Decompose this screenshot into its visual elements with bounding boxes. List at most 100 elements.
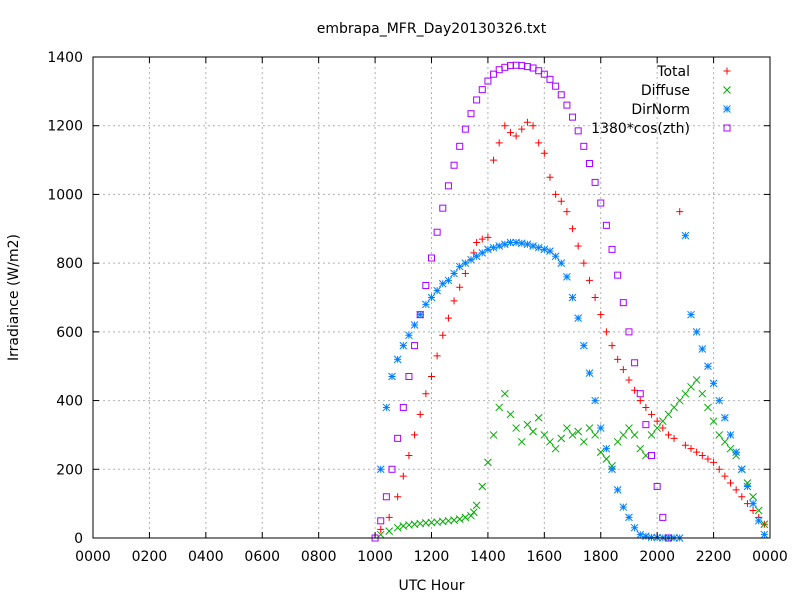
data-point [608, 342, 616, 350]
x-tick-label: 0400 [188, 549, 224, 565]
data-point [653, 417, 661, 425]
data-point [393, 355, 402, 364]
data-point [591, 178, 599, 186]
data-point [518, 62, 526, 70]
data-point [585, 369, 594, 377]
data-point [405, 331, 413, 340]
data-point [438, 279, 447, 288]
data-point [433, 286, 441, 295]
legend-label: Diffuse [641, 83, 690, 99]
data-point [469, 508, 478, 517]
data-point [385, 527, 394, 535]
data-point [619, 503, 628, 511]
data-point [439, 331, 447, 339]
legend-label: DirNorm [631, 102, 690, 118]
data-point [585, 160, 593, 168]
y-tick-label: 600 [56, 325, 83, 341]
data-point [613, 486, 622, 494]
data-point [523, 63, 531, 71]
data-point [478, 235, 486, 243]
data-point [450, 297, 458, 305]
series-0 [377, 118, 768, 533]
data-point [534, 243, 543, 252]
data-point [563, 273, 571, 281]
data-point [523, 118, 531, 126]
data-point [591, 294, 599, 301]
data-point [698, 389, 707, 398]
data-point [698, 452, 706, 460]
data-point [540, 245, 549, 254]
data-point [749, 499, 757, 508]
data-point [648, 410, 656, 418]
y-tick-label: 0 [74, 531, 83, 547]
data-point [517, 239, 526, 248]
data-point [557, 197, 565, 205]
data-point [467, 255, 475, 264]
legend-marker [723, 124, 731, 132]
data-point [399, 403, 407, 411]
data-point [416, 410, 424, 418]
data-point [411, 342, 419, 350]
data-point [687, 382, 695, 391]
legend-marker [723, 67, 731, 75]
data-point [416, 310, 425, 319]
data-point [732, 486, 740, 494]
data-point [631, 359, 639, 367]
data-point [574, 314, 583, 322]
data-point [512, 424, 520, 432]
legend-label: Total [656, 64, 690, 80]
data-point [596, 448, 605, 456]
series-2 [376, 231, 769, 542]
data-point [552, 82, 560, 90]
data-point [535, 67, 543, 75]
data-point [602, 328, 610, 336]
data-point [422, 300, 430, 309]
data-point [574, 127, 582, 135]
data-point [569, 225, 577, 233]
data-point [715, 396, 724, 405]
data-point [444, 276, 453, 285]
data-point [472, 501, 481, 510]
x-tick-label: 1400 [470, 549, 506, 565]
x-tick-label: 0000 [75, 549, 111, 565]
data-point [608, 245, 616, 253]
data-point [484, 458, 492, 467]
data-point [382, 493, 390, 501]
data-point [687, 445, 695, 453]
data-point [726, 444, 735, 453]
data-point [579, 341, 588, 350]
data-point [422, 390, 430, 398]
data-point [619, 299, 627, 307]
data-point [642, 403, 650, 411]
data-point [585, 424, 594, 432]
legend-marker [723, 86, 731, 94]
data-point [473, 96, 481, 104]
x-tick-label: 1800 [583, 549, 619, 565]
data-point [580, 259, 588, 267]
data-point [455, 262, 464, 271]
data-point [569, 113, 577, 121]
y-tick-label: 1200 [47, 119, 83, 135]
data-point [546, 437, 554, 446]
series-1 [376, 376, 769, 539]
data-point [540, 70, 548, 78]
data-point [377, 517, 385, 525]
data-point [687, 310, 695, 319]
data-point [552, 190, 560, 198]
data-point [456, 283, 464, 291]
data-point [433, 228, 441, 236]
x-tick-label: 2000 [639, 549, 675, 565]
data-point [484, 77, 492, 85]
data-point [574, 242, 582, 250]
data-point [439, 204, 447, 212]
data-point [614, 355, 622, 363]
data-point [653, 482, 661, 490]
data-point [653, 424, 662, 432]
data-point [523, 240, 532, 249]
data-point [727, 479, 735, 487]
data-point [636, 444, 645, 453]
data-point [557, 91, 565, 99]
data-point [518, 125, 526, 133]
data-point [664, 431, 672, 439]
data-point [557, 259, 566, 267]
